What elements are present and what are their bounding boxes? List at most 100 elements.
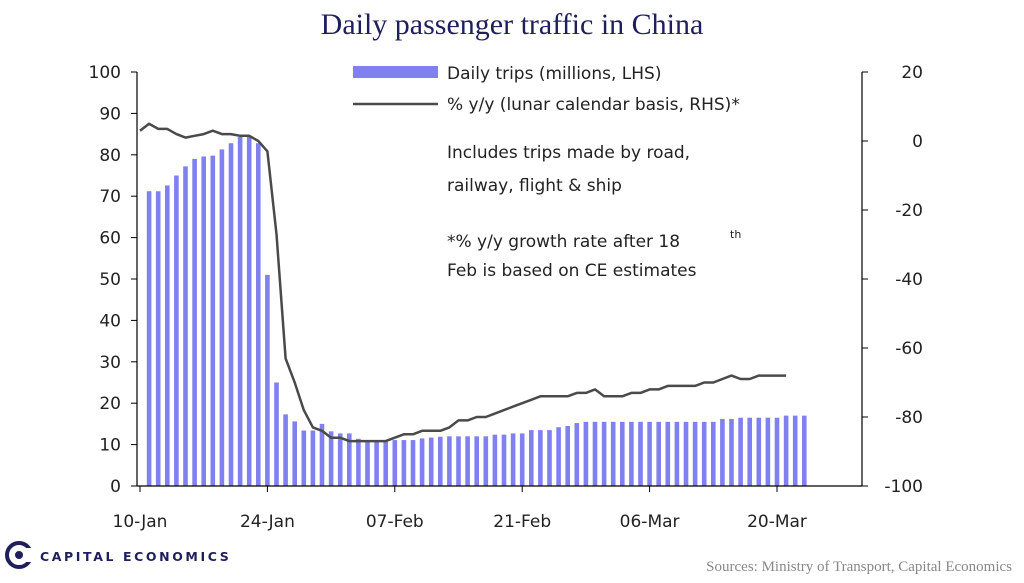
legend-bar-swatch	[353, 66, 438, 78]
bar-32	[438, 436, 443, 486]
bar-12	[256, 143, 261, 486]
bar-60	[692, 421, 698, 486]
bar-0	[146, 191, 152, 486]
x-tick-label: 24-Jan	[240, 512, 295, 532]
bar-63	[720, 418, 725, 486]
bar-29	[410, 440, 416, 486]
bar-52	[620, 421, 625, 486]
note-superscript: th	[730, 228, 741, 241]
bar-1	[155, 191, 161, 486]
y-right-tick-label: -80	[895, 408, 923, 428]
bar-66	[747, 417, 752, 486]
source-note: Sources: Ministry of Transport, Capital …	[706, 559, 1012, 575]
bar-4	[183, 166, 188, 486]
brand-name: CAPITAL ECONOMICS	[40, 549, 231, 564]
y-left-tick-label: 70	[99, 187, 121, 207]
bar-72	[802, 415, 807, 486]
bar-17	[301, 430, 307, 486]
note-line-1: Includes trips made by road,	[447, 143, 690, 163]
bar-16	[292, 421, 297, 486]
bar-68	[765, 417, 771, 486]
bar-44	[547, 430, 552, 486]
bar-3	[174, 175, 179, 486]
bar-47	[574, 423, 580, 486]
bar-41	[519, 433, 525, 486]
bar-25	[374, 440, 379, 486]
bar-6	[201, 156, 206, 486]
note-line-4: Feb is based on CE estimates	[447, 261, 697, 281]
y-right-tick-label: -40	[895, 270, 923, 290]
annotation-note: Includes trips made by road, railway, fl…	[447, 143, 741, 281]
bar-9	[228, 143, 234, 486]
bar-2	[165, 185, 170, 486]
bar-23	[356, 438, 361, 486]
bar-67	[756, 417, 762, 486]
bar-37	[483, 436, 489, 486]
bar-series	[146, 136, 807, 487]
bar-10	[237, 136, 243, 487]
y-left-tick-label: 100	[89, 63, 121, 83]
bar-18	[310, 430, 316, 486]
bar-59	[683, 421, 689, 486]
chart-title: Daily passenger traffic in China	[321, 8, 704, 41]
bar-51	[610, 421, 616, 486]
y-left-tick-label: 20	[99, 394, 121, 414]
bar-15	[283, 414, 288, 486]
bar-48	[583, 421, 589, 486]
bar-65	[738, 417, 743, 486]
bar-19	[319, 423, 325, 486]
bar-55	[647, 421, 652, 486]
bar-30	[419, 438, 425, 486]
x-tick-label: 10-Jan	[113, 512, 168, 532]
legend: Daily trips (millions, LHS) % y/y (lunar…	[353, 64, 740, 115]
bar-33	[447, 436, 452, 486]
note-line-2: railway, flight & ship	[447, 176, 622, 196]
brand-logo-dot	[15, 551, 23, 559]
y-right-tick-label: -20	[895, 201, 923, 221]
bar-58	[674, 421, 680, 486]
y-right-tick-label: 0	[912, 132, 923, 152]
y-left-tick-label: 40	[99, 311, 121, 331]
bar-70	[783, 415, 789, 486]
bar-56	[656, 421, 661, 486]
y-left-tick-label: 0	[110, 477, 121, 497]
bar-8	[219, 149, 225, 486]
y-left-tick-label: 10	[99, 436, 121, 456]
x-tick-label: 21-Feb	[493, 512, 551, 532]
y-left-tick-label: 80	[99, 146, 121, 166]
bar-57	[665, 421, 671, 486]
note-line-3: *% y/y growth rate after 18	[447, 232, 680, 252]
bar-5	[192, 158, 197, 486]
bar-26	[383, 440, 388, 486]
bar-49	[592, 421, 598, 486]
bar-11	[246, 136, 252, 487]
y-left-tick-label: 90	[99, 104, 121, 124]
bar-53	[629, 421, 634, 486]
yoy-line	[139, 122, 787, 443]
x-tick-label: 20-Mar	[747, 512, 807, 532]
bar-62	[711, 421, 716, 486]
bar-24	[365, 440, 370, 486]
bar-7	[210, 155, 216, 487]
bar-35	[465, 436, 470, 486]
bar-21	[337, 433, 343, 486]
bar-42	[529, 430, 534, 486]
bar-38	[492, 434, 498, 486]
y-left-tick-label: 30	[99, 353, 121, 373]
bar-50	[601, 421, 607, 486]
y-right-tick-label: 20	[901, 63, 923, 83]
bar-43	[538, 430, 543, 486]
y-right-tick-label: -100	[884, 477, 923, 497]
bar-64	[729, 418, 734, 486]
bar-34	[456, 436, 461, 486]
y-right-tick-label: -60	[895, 339, 923, 359]
bar-69	[774, 417, 780, 486]
bar-71	[792, 415, 798, 486]
bar-20	[328, 431, 334, 486]
y-left-tick-label: 60	[99, 229, 121, 249]
bar-31	[428, 437, 434, 486]
legend-bar-label: Daily trips (millions, LHS)	[447, 64, 661, 84]
legend-line-label: % y/y (lunar calendar basis, RHS)*	[447, 95, 740, 115]
bar-40	[510, 433, 516, 486]
